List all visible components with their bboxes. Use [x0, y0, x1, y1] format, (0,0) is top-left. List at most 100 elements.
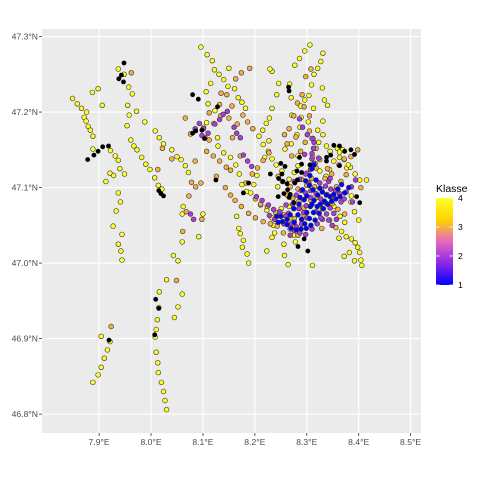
data-point: [307, 42, 313, 48]
data-point: [174, 153, 180, 160]
legend-ticks: 1 2 3 4: [436, 193, 463, 290]
data-point: [358, 184, 364, 191]
data-point: [301, 236, 307, 242]
data-point: [233, 162, 239, 168]
data-point: [284, 181, 290, 187]
data-point: [259, 197, 265, 204]
data-point: [288, 225, 294, 232]
data-point: [227, 192, 234, 198]
data-point: [301, 104, 307, 110]
data-point: [106, 337, 112, 343]
data-point: [298, 226, 304, 232]
data-point: [154, 317, 161, 323]
data-point: [274, 213, 280, 220]
data-point: [155, 182, 162, 189]
data-point: [320, 206, 327, 212]
data-point: [119, 257, 125, 263]
legend-tick-label: 3: [458, 222, 463, 232]
data-point: [291, 206, 297, 212]
data-point: [212, 107, 218, 114]
data-point: [268, 171, 273, 177]
y-tick-label: 47.0°N: [12, 258, 38, 268]
data-point: [213, 177, 219, 183]
x-tick-label: 8.1°E: [192, 437, 213, 447]
data-point: [308, 66, 314, 72]
data-point: [74, 101, 81, 107]
data-point: [309, 150, 315, 157]
data-point: [321, 97, 328, 103]
data-point: [287, 212, 293, 218]
data-point: [216, 71, 222, 78]
data-point: [203, 148, 210, 155]
series-klasse-1: [274, 162, 352, 233]
data-point: [276, 80, 282, 87]
x-tick-label: 8.2°E: [244, 437, 265, 447]
data-point: [305, 119, 311, 125]
data-point: [336, 149, 343, 155]
data-point: [198, 44, 204, 50]
data-point: [306, 113, 313, 119]
color-legend: Klasse 1 2 3 4: [436, 183, 468, 290]
data-point: [205, 130, 211, 136]
y-tick-label: 47.1°N: [12, 183, 38, 193]
data-point: [185, 169, 192, 176]
data-point: [242, 105, 249, 112]
data-point: [351, 209, 358, 215]
data-point: [98, 364, 104, 370]
data-point: [295, 212, 301, 218]
data-point: [309, 262, 316, 269]
data-point: [250, 125, 256, 132]
data-point: [337, 163, 342, 169]
data-point: [331, 210, 337, 217]
data-point: [286, 84, 291, 90]
data-point: [279, 218, 286, 225]
data-point: [245, 260, 252, 266]
data-point: [281, 252, 288, 259]
data-point: [173, 277, 180, 284]
data-point: [323, 211, 330, 217]
data-point: [244, 251, 250, 257]
data-point: [327, 175, 333, 182]
data-point: [202, 136, 207, 141]
data-point: [304, 132, 310, 138]
data-point: [238, 203, 245, 210]
data-point: [299, 124, 306, 130]
data-point: [90, 146, 96, 152]
data-point: [317, 180, 323, 186]
data-point: [303, 73, 309, 80]
data-point: [212, 121, 218, 127]
data-point: [335, 186, 341, 192]
data-point: [203, 119, 210, 126]
data-point: [254, 165, 261, 171]
data-point: [196, 234, 202, 240]
data-point: [231, 85, 238, 92]
data-point: [308, 222, 314, 229]
x-tick-label: 8.0°E: [140, 437, 161, 447]
data-point: [301, 197, 307, 203]
data-point: [200, 211, 206, 217]
data-point: [206, 137, 212, 143]
data-point: [121, 171, 128, 177]
data-point: [348, 147, 354, 153]
data-point: [319, 225, 325, 232]
data-point: [95, 372, 101, 378]
data-point: [190, 92, 196, 98]
data-point: [218, 90, 224, 96]
data-point: [310, 145, 317, 152]
data-point: [348, 236, 355, 242]
data-point: [249, 163, 255, 170]
data-point: [152, 175, 158, 181]
data-point: [287, 192, 293, 197]
data-point: [91, 152, 97, 158]
data-point: [316, 210, 322, 217]
data-point: [286, 88, 292, 94]
data-point: [260, 157, 266, 164]
data-point: [304, 193, 310, 199]
data-point: [199, 216, 205, 223]
data-point: [315, 65, 321, 72]
data-point: [115, 190, 122, 196]
data-point: [320, 50, 326, 56]
data-point: [170, 252, 177, 259]
data-point: [336, 154, 343, 161]
data-point: [227, 154, 234, 161]
